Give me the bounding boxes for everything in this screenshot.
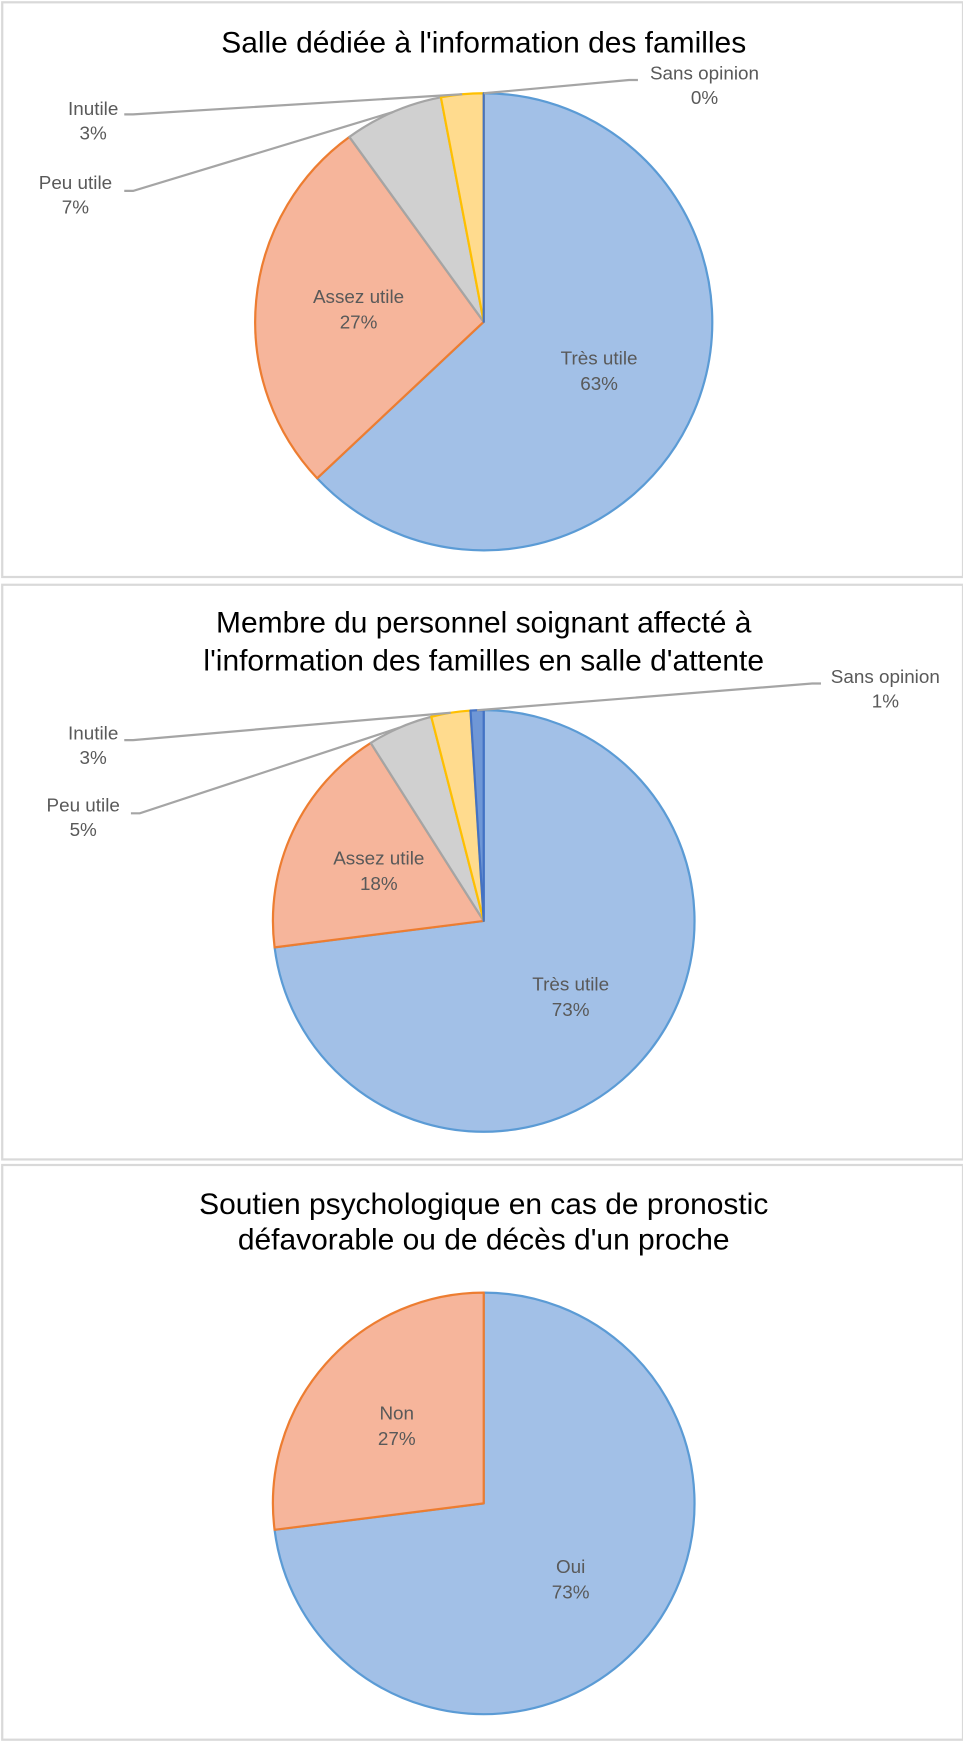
chart-title: Membre du personnel soignant affecté à [216, 607, 752, 640]
leader-line [124, 711, 451, 742]
data-label: 5% [70, 819, 97, 840]
category-label: Sans opinion [650, 62, 759, 83]
data-label: 1% [872, 690, 899, 711]
chart-title: Salle dédiée à l'information des famille… [221, 26, 746, 59]
category-label: Inutile [68, 723, 118, 744]
category-label: Peu utile [39, 172, 112, 193]
category-label: Inutile [68, 98, 118, 119]
category-label: Assez utile [333, 847, 424, 868]
category-label: Non [379, 1402, 414, 1423]
category-label: Sans opinion [831, 666, 940, 687]
data-label: 0% [691, 87, 718, 108]
data-label: 73% [552, 999, 590, 1020]
chart-title: Soutien psychologique en cas de pronosti… [199, 1188, 768, 1221]
data-label: 3% [80, 747, 107, 768]
data-label: 73% [552, 1581, 590, 1602]
data-label: 3% [80, 122, 107, 143]
category-label: Oui [556, 1556, 585, 1577]
chart-title: l'information des familles en salle d'at… [203, 644, 764, 677]
category-label: Très utile [561, 348, 638, 369]
leader-line [124, 111, 394, 193]
data-label: 27% [378, 1428, 416, 1449]
pie-slice [271, 741, 485, 949]
leader-line [483, 78, 638, 95]
chart-title: défavorable ou de décès d'un proche [238, 1223, 730, 1256]
data-label: 27% [340, 311, 378, 332]
leader-line [130, 726, 401, 815]
leader-line [477, 682, 821, 712]
pie-slice [271, 1291, 485, 1531]
category-label: Très utile [532, 973, 609, 994]
pie-slice [316, 92, 714, 552]
data-label: 7% [62, 197, 89, 218]
category-label: Assez utile [313, 286, 404, 307]
data-label: 18% [360, 873, 398, 894]
pie-slice [254, 135, 485, 480]
category-label: Peu utile [47, 795, 120, 816]
data-label: 63% [580, 373, 618, 394]
leader-line [124, 93, 463, 116]
